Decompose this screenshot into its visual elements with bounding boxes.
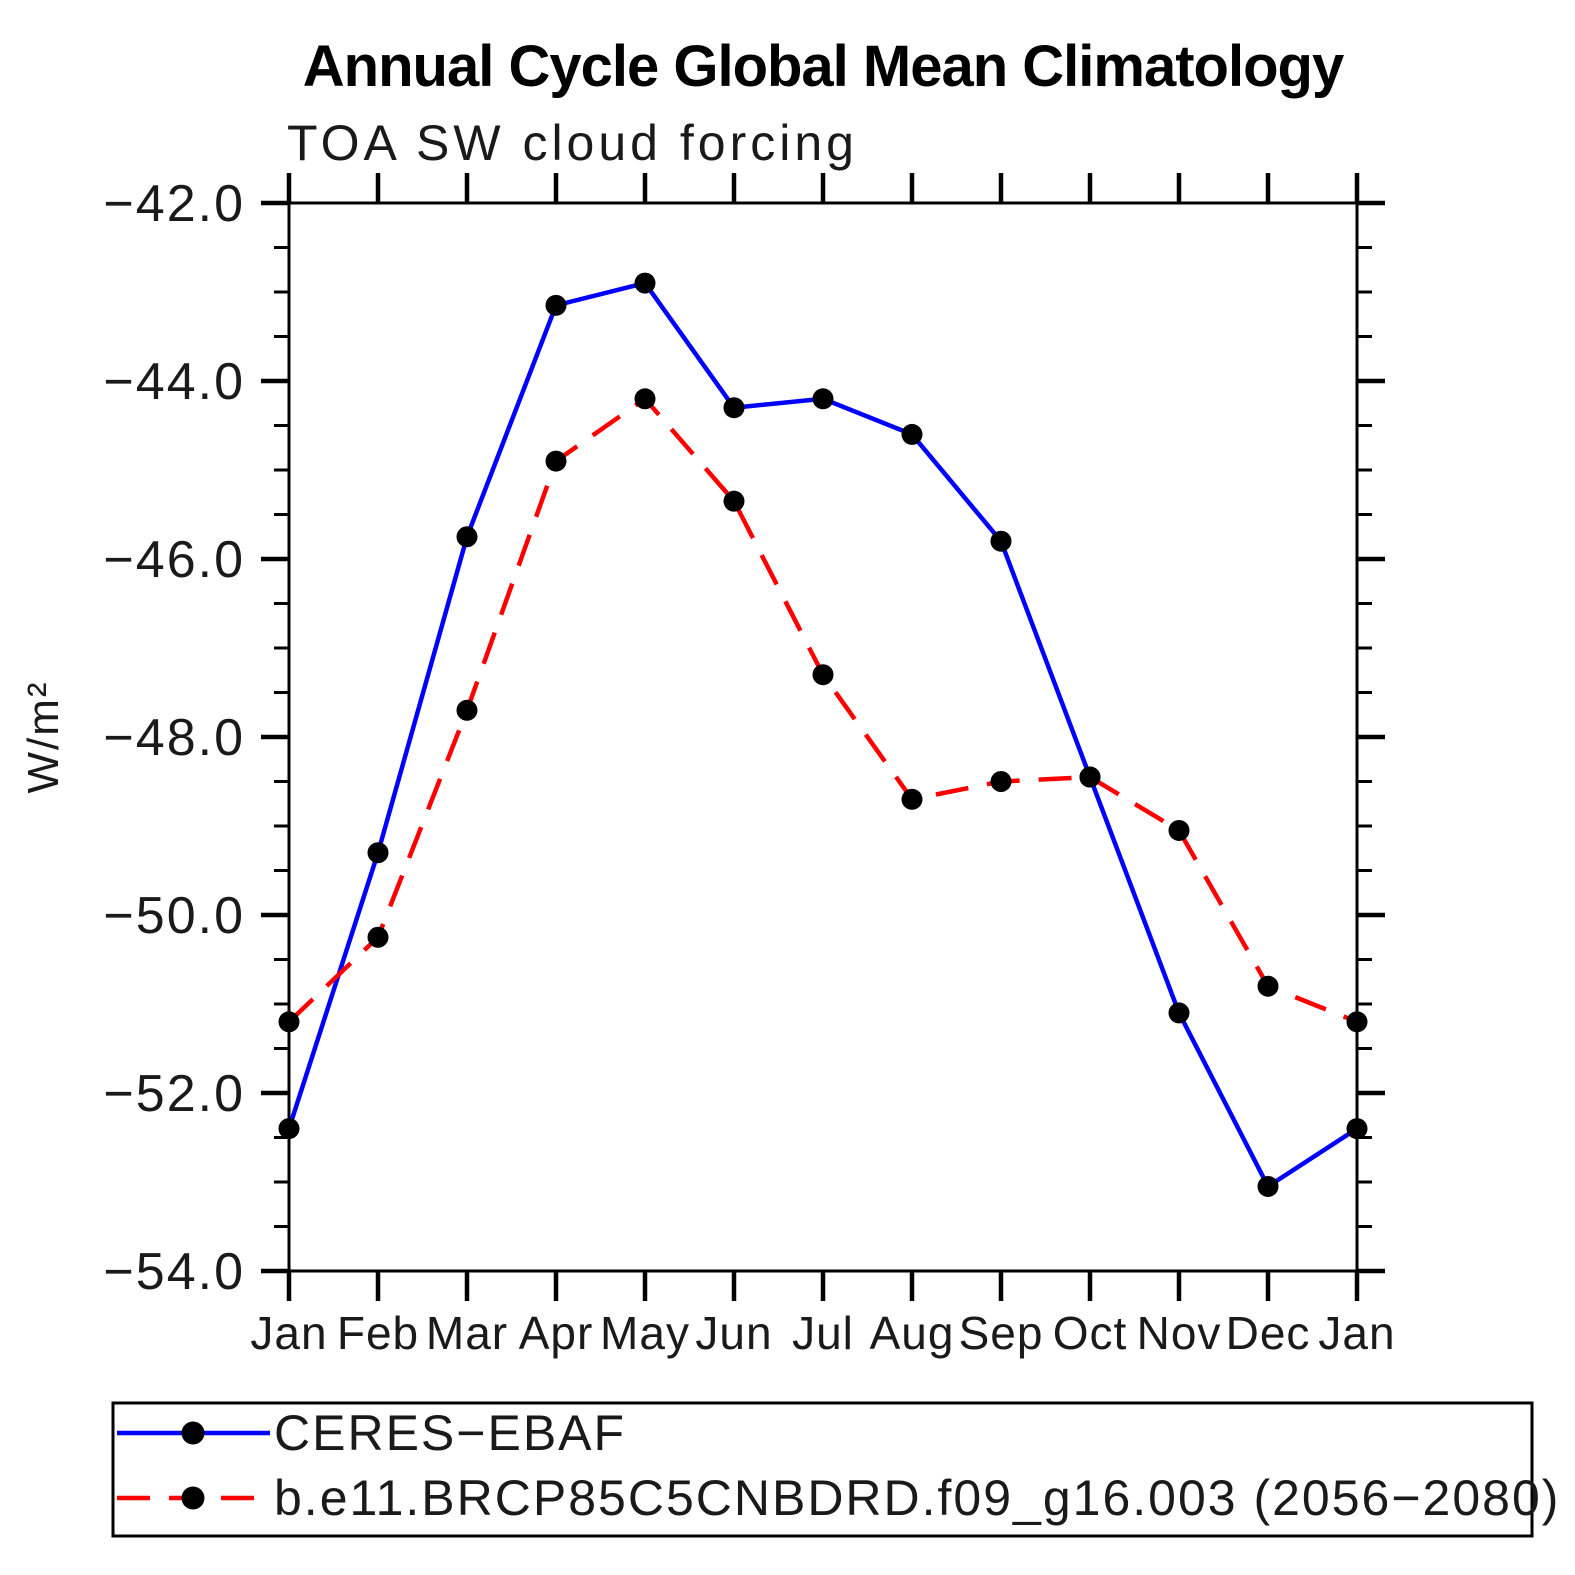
data-point-marker [990, 771, 1012, 792]
data-point-marker [278, 1118, 300, 1140]
data-point-marker [1346, 1118, 1368, 1140]
legend: CERES−EBAF b.e11.BRCP85C5CNBDRD.f09_g16.… [111, 1401, 1560, 1538]
data-point-marker [545, 294, 567, 316]
data-point-marker [812, 664, 834, 686]
series-layer [278, 272, 1368, 1197]
chart-subtitle: TOA SW cloud forcing [287, 115, 858, 171]
chart-title: Annual Cycle Global Mean Climatology [303, 34, 1344, 99]
data-point-marker [723, 490, 745, 512]
y-tick-label: −54.0 [103, 1243, 245, 1301]
data-point-marker [1168, 819, 1190, 841]
data-point-marker [901, 788, 923, 810]
legend-marker-icon [181, 1486, 205, 1510]
series-line-0 [286, 280, 1359, 1190]
data-point-marker [456, 526, 478, 548]
data-point-marker [1257, 975, 1279, 997]
x-tick-label: Apr [519, 1307, 594, 1359]
legend-box [111, 1401, 1534, 1538]
y-tick-label: −46.0 [103, 531, 245, 589]
data-point-marker [278, 1011, 300, 1033]
y-tick-label: −42.0 [103, 175, 245, 233]
y-tick-label: −50.0 [103, 887, 245, 945]
legend-entry-model: b.e11.BRCP85C5CNBDRD.f09_g16.003 (2056−2… [117, 1470, 1560, 1526]
plot-box [287, 201, 1359, 1273]
x-tick-label: Mar [426, 1307, 508, 1359]
y-axis-title: W/m² [19, 680, 68, 793]
data-point-marker [1079, 766, 1101, 788]
x-tick-label: Jan [250, 1307, 327, 1359]
y-tick-label: −44.0 [103, 353, 245, 411]
data-point-marker [456, 699, 478, 721]
data-point-marker [901, 423, 923, 445]
data-point-marker [1257, 1175, 1279, 1197]
data-point-marker [812, 388, 834, 410]
x-tick-label: Feb [337, 1307, 419, 1359]
data-point-marker [634, 272, 656, 294]
legend-marker-icon [181, 1421, 205, 1445]
data-point-marker [1346, 1011, 1368, 1033]
data-point-marker [367, 926, 389, 948]
series-line-1 [287, 395, 1358, 1024]
x-tick-label: Oct [1053, 1307, 1128, 1359]
x-tick-label: Dec [1226, 1307, 1311, 1359]
legend-label-model: b.e11.BRCP85C5CNBDRD.f09_g16.003 (2056−2… [274, 1470, 1560, 1526]
data-point-marker [1168, 1002, 1190, 1024]
legend-label-ceres: CERES−EBAF [274, 1405, 626, 1461]
x-tick-label: Aug [870, 1307, 955, 1359]
data-point-marker [990, 530, 1012, 552]
x-tick-label: Sep [959, 1307, 1044, 1359]
data-point-marker [367, 842, 389, 864]
y-tick-label: −48.0 [103, 709, 245, 767]
x-tick-label: Jan [1318, 1307, 1395, 1359]
legend-entry-ceres: CERES−EBAF [117, 1405, 626, 1461]
data-point-marker [634, 388, 656, 410]
x-tick-label: Nov [1137, 1307, 1222, 1359]
x-tick-label: May [600, 1307, 690, 1359]
data-point-marker [545, 450, 567, 472]
y-tick-label: −52.0 [103, 1065, 245, 1123]
x-tick-label: Jul [792, 1307, 854, 1359]
x-tick-label: Jun [695, 1307, 772, 1359]
data-point-marker [723, 397, 745, 419]
